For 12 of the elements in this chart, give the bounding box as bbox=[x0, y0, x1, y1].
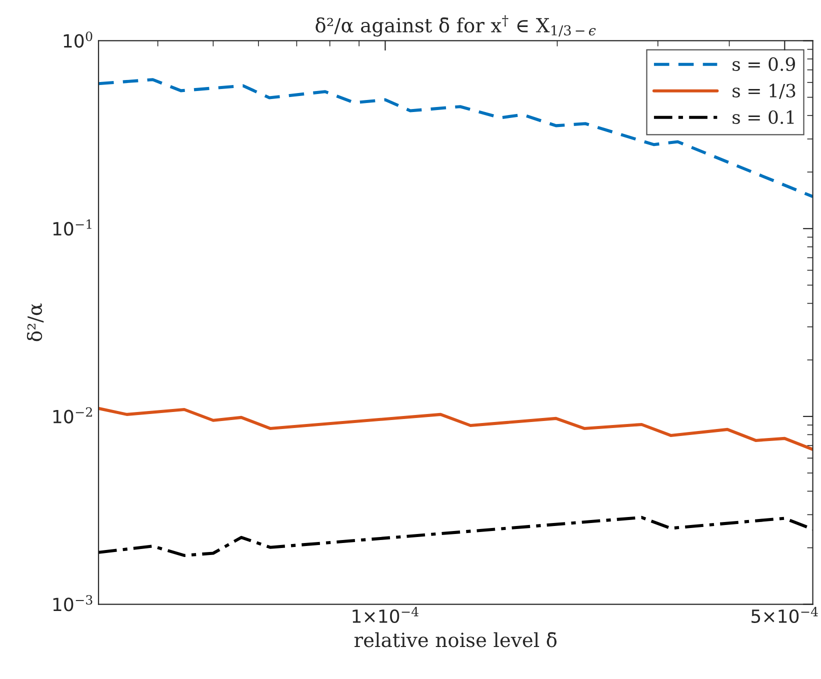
y-tick-label: 10$^{−2}$ bbox=[53, 407, 92, 424]
y-tick-label: 10$^{−3}$ bbox=[53, 595, 92, 612]
legend-label: s = 1/3 bbox=[732, 84, 796, 99]
x-tick-label: 5×10$^{−4}$ bbox=[752, 606, 818, 624]
y-tick-label: 10$^{0}$ bbox=[64, 32, 92, 48]
legend-label: s = 0.9 bbox=[732, 57, 795, 71]
chart-title: δ²/α against δ̄ for x$^{†}$ ∈ X$_{1/3−ϵ}$ bbox=[316, 15, 596, 37]
y-tick-label: 10$^{−1}$ bbox=[53, 219, 92, 236]
legend-label: s = 0.1 bbox=[732, 110, 794, 124]
x-tick-label: 1×10$^{−4}$ bbox=[352, 606, 418, 624]
y-axis-title: δ²/α bbox=[26, 303, 44, 342]
x-axis-title: relative noise level δ̄ bbox=[354, 632, 557, 648]
